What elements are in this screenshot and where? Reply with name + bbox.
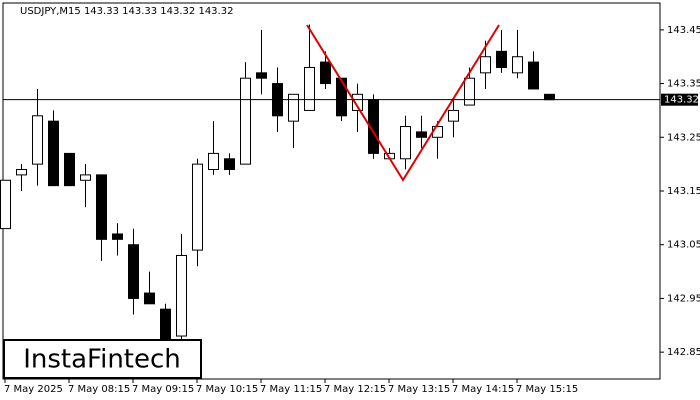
candle-body (48, 120, 59, 187)
candle-body (16, 169, 27, 176)
x-tick-label: 7 May 08:15 (68, 384, 130, 395)
candle-body (112, 233, 123, 240)
candle-body (352, 93, 363, 111)
candle-body (64, 152, 75, 187)
candle-body (512, 56, 523, 74)
candle-body (544, 93, 555, 101)
candle-body (240, 77, 251, 165)
watermark: InstaFintech (23, 345, 181, 375)
candle-body (160, 308, 171, 342)
y-tick-label: 143.15 (667, 186, 700, 197)
pattern-line (306, 24, 500, 182)
candle-body (192, 163, 203, 251)
candle-body (480, 56, 491, 74)
candle-body (224, 158, 235, 171)
price-label-box (661, 93, 698, 106)
x-tick-label: 7 May 12:15 (324, 384, 386, 395)
y-tick-label: 143.35 (667, 79, 700, 90)
candle-body (80, 174, 91, 181)
x-tick-label: 7 May 09:15 (132, 384, 194, 395)
x-tick-label: 7 May 13:15 (388, 384, 450, 395)
candle-body (128, 244, 139, 299)
candle-body (144, 292, 155, 305)
x-tick-label: 7 May 15:15 (516, 384, 578, 395)
y-tick-label: 142.85 (667, 347, 700, 358)
candle-body (400, 126, 411, 160)
candle-body (176, 254, 187, 337)
candle-body (528, 61, 539, 90)
y-tick-label: 143.25 (667, 132, 700, 143)
price-label: 143.32 (664, 95, 699, 106)
candle-body (464, 77, 475, 106)
x-tick-label: 7 May 11:15 (260, 384, 322, 395)
candle-body (208, 152, 219, 171)
y-tick-label: 142.95 (667, 293, 700, 304)
x-tick-label: 7 May 2025 (4, 384, 63, 395)
candle-body (288, 93, 299, 122)
plot-area (0, 24, 555, 353)
candle-body (416, 131, 427, 138)
candle-body (448, 109, 459, 122)
candle-body (0, 179, 11, 230)
x-tick-label: 7 May 10:15 (196, 384, 258, 395)
watermark-box (3, 339, 202, 379)
candle-body (32, 115, 43, 165)
x-tick-label: 7 May 14:15 (452, 384, 514, 395)
candle-body (304, 66, 315, 111)
candle-body (320, 61, 331, 85)
candle-body (96, 174, 107, 240)
candle-body (496, 50, 507, 68)
chart-title: USDJPY,M15 143.33 143.33 143.32 143.32 (20, 6, 233, 17)
candle-body (256, 72, 267, 79)
y-tick-label: 143.45 (667, 25, 700, 36)
y-tick-label: 143.05 (667, 240, 700, 251)
candle-body (336, 77, 347, 117)
